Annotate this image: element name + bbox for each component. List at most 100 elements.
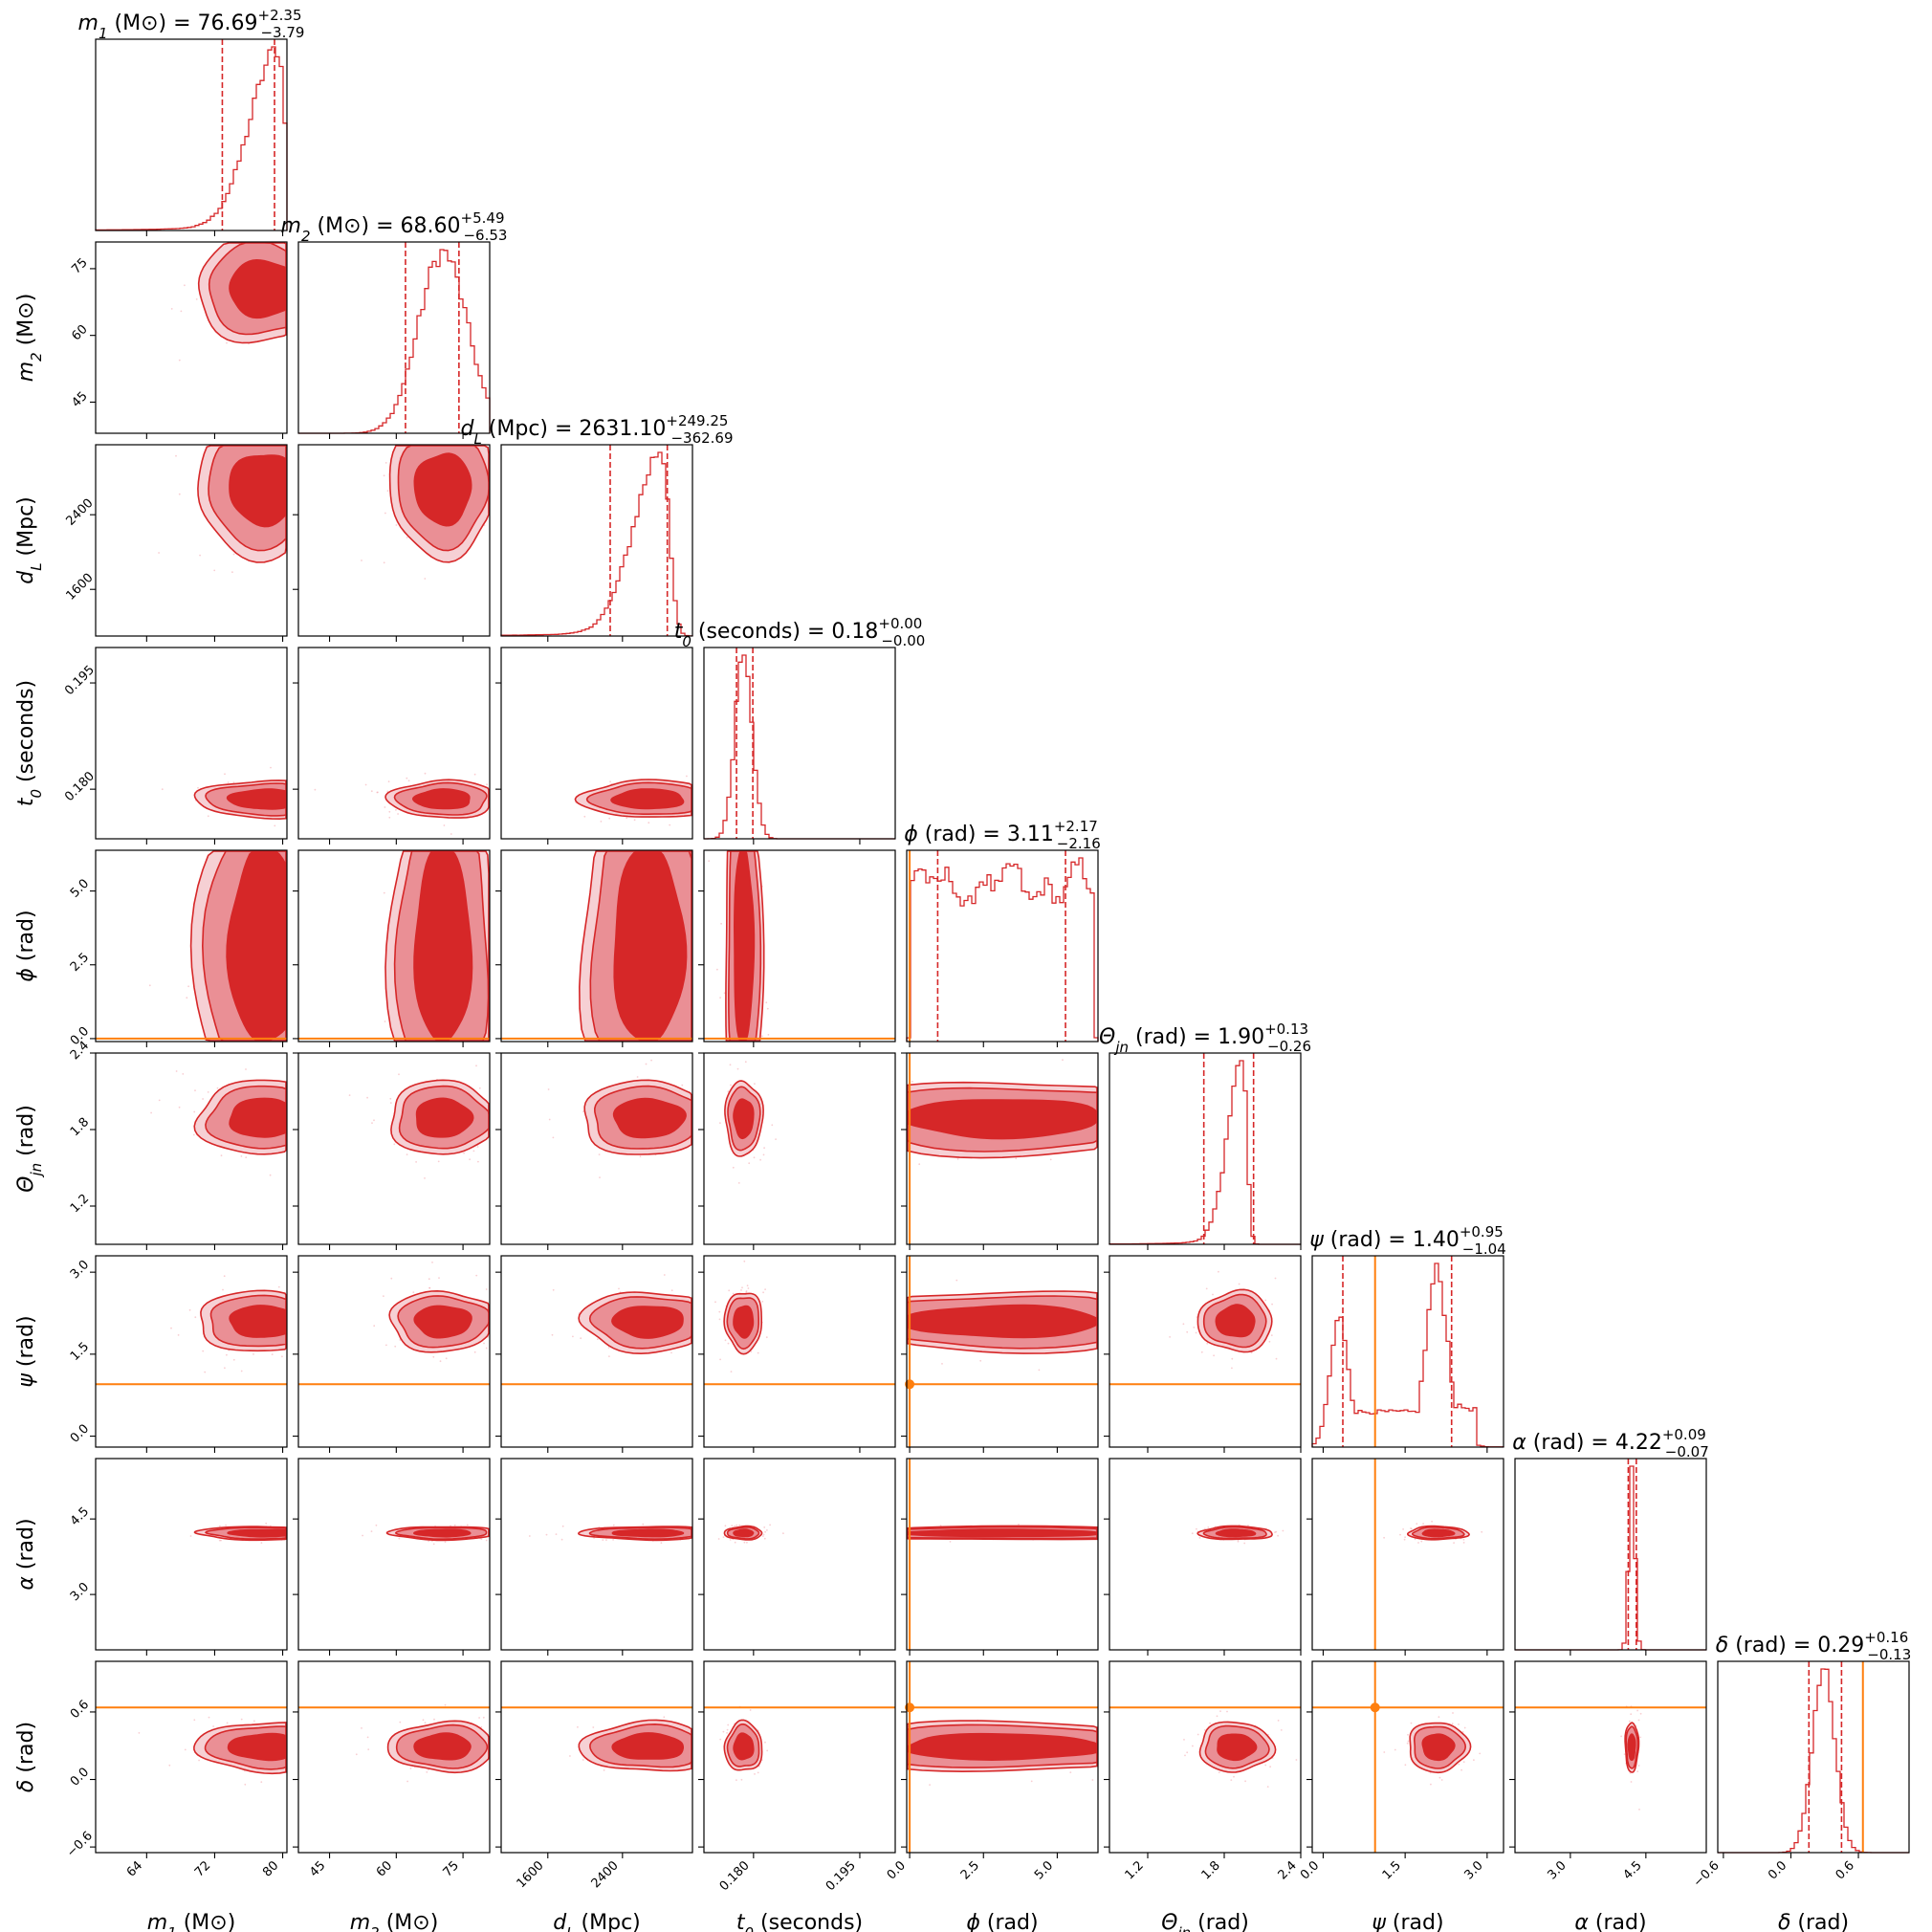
scatter-point [1458, 1763, 1460, 1766]
scatter-point [719, 997, 721, 999]
y-tick-label-delta: −0.6 [64, 1829, 96, 1860]
scatter-point [714, 1301, 716, 1304]
panel-frame [95, 444, 288, 637]
scatter-point [361, 1727, 362, 1729]
scatter-point [224, 1367, 226, 1370]
contour-t0-theta [724, 1080, 764, 1157]
scatter-point [1204, 1729, 1206, 1731]
scatter-point [473, 773, 476, 776]
scatter-point [1639, 1736, 1642, 1739]
scatter-point [387, 780, 390, 783]
contour-dl-psi [578, 1291, 692, 1355]
scatter-point [741, 1286, 743, 1289]
panel-title-dl: dL (Mpc) = 2631.10+249.25 −362.69 [460, 412, 733, 448]
scatter-point [552, 1136, 555, 1139]
x-tick-label-alpha: 3.0 [1545, 1858, 1569, 1882]
scatter-point [202, 1098, 205, 1100]
scatter-point [766, 1007, 769, 1010]
scatter-point [204, 1371, 207, 1373]
y-tick-label-m2: 75 [69, 255, 90, 276]
scatter-point [728, 1289, 731, 1292]
scatter-point [232, 553, 235, 556]
panel-title-psi: ψ (rad) = 1.40+0.95 −1.04 [1309, 1223, 1506, 1258]
scatter-point [473, 1350, 476, 1353]
x-tick-label-phi: 5.0 [1032, 1858, 1056, 1882]
contour-level-1 [413, 850, 473, 1042]
scatter-point [551, 1333, 554, 1336]
scatter-point [424, 1177, 426, 1179]
scatter-point [555, 1533, 558, 1535]
scatter-point [485, 1288, 488, 1290]
scatter-point [765, 1336, 768, 1339]
scatter-point [1244, 1780, 1246, 1783]
x-tick-label-m1: 80 [260, 1858, 281, 1879]
scatter-point [561, 1525, 564, 1527]
scatter-point [220, 1154, 223, 1157]
histogram-t0 [704, 648, 895, 840]
contour-m1-dl [197, 445, 287, 563]
panel-title-m2: m2 (M⊙) = 68.60+5.49 −6.53 [281, 209, 508, 245]
scatter-point [1186, 1330, 1189, 1333]
scatter-point [195, 298, 198, 300]
histogram-psi [1311, 1256, 1504, 1448]
scatter-point [240, 1718, 243, 1721]
scatter-point [762, 1533, 765, 1536]
histogram-m1 [95, 39, 288, 231]
histogram-step-dl [500, 451, 693, 637]
scatter-point [764, 1741, 766, 1744]
scatter-point [361, 560, 362, 561]
x-axis-label-m1: m1 (M⊙) [147, 1911, 236, 1932]
scatter-point [769, 1524, 771, 1526]
scatter-point [528, 1535, 531, 1537]
contour-level-1 [415, 1097, 474, 1138]
scatter-point [609, 780, 611, 783]
scatter-point [443, 824, 446, 826]
scatter-point [603, 1769, 605, 1771]
scatter-point [1231, 1367, 1233, 1370]
scatter-point [1629, 1720, 1631, 1723]
scatter-point [189, 1535, 192, 1537]
contour-m2-alpha [385, 1526, 490, 1542]
scatter-point [1206, 1342, 1209, 1345]
scatter-point [383, 1295, 384, 1297]
scatter-point [397, 813, 399, 815]
scatter-point [681, 1084, 684, 1087]
scatter-point [642, 1523, 645, 1526]
scatter-point [1183, 1739, 1185, 1741]
contour-level-1 [611, 1528, 685, 1538]
scatter-point [732, 1292, 735, 1295]
scatter-point [597, 1338, 599, 1340]
scatter-point [476, 1146, 479, 1148]
panel-frame [906, 1052, 1099, 1245]
scatter-point [1404, 1536, 1406, 1539]
scatter-point [194, 1316, 197, 1319]
scatter-point [743, 1260, 746, 1262]
scatter-point [1184, 1754, 1186, 1757]
scatter-point [395, 809, 397, 811]
scatter-point [720, 922, 722, 925]
scatter-point [1630, 1781, 1633, 1783]
scatter-point [158, 552, 161, 554]
scatter-point [168, 1764, 171, 1767]
scatter-point [608, 1355, 610, 1357]
panel-frame [1311, 1255, 1504, 1448]
scatter-point [406, 777, 408, 779]
scatter-point [445, 1357, 448, 1360]
scatter-point [1460, 1768, 1462, 1771]
scatter-point [366, 1736, 369, 1739]
scatter-point [670, 1289, 673, 1292]
scatter-point [956, 1158, 959, 1160]
y-tick-label-psi: 1.5 [68, 1340, 92, 1364]
scatter-point [1422, 1523, 1424, 1525]
scatter-point [475, 1065, 477, 1067]
contour-theta-alpha [1197, 1525, 1273, 1541]
scatter-point [765, 1001, 768, 1004]
scatter-point [170, 1327, 172, 1329]
scatter-point [395, 524, 398, 526]
scatter-point [184, 284, 186, 287]
scatter-point [1620, 1735, 1622, 1738]
scatter-point [724, 1525, 727, 1527]
scatter-point [1200, 1350, 1203, 1353]
x-tick-label-theta: 1.8 [1199, 1858, 1223, 1882]
